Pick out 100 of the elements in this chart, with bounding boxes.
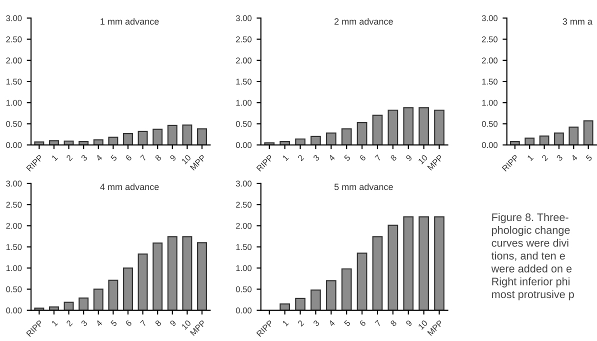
x-tick-label: 1 <box>282 154 289 162</box>
bar <box>197 128 207 145</box>
x-tick-label: 2 <box>297 154 304 162</box>
bar <box>568 126 579 145</box>
x-tick-label: 5 <box>344 320 351 327</box>
x-tick-label: 3 <box>312 154 320 162</box>
bar <box>326 280 336 310</box>
y-tick-label: 1.00 <box>236 100 252 106</box>
y-tick-label: 2.50 <box>236 202 252 208</box>
bar <box>356 252 368 310</box>
x-tick-label: 1 <box>51 320 58 326</box>
bar <box>403 216 414 310</box>
y-tick-label: 2.50 <box>482 36 498 42</box>
y-tick-label: 2.00 <box>236 222 252 229</box>
x-tick-label: 4 <box>570 154 578 162</box>
x-tick-label: 9 <box>406 154 412 162</box>
bar <box>524 138 535 145</box>
x-tick-label: 7 <box>140 320 147 327</box>
bar <box>64 140 74 145</box>
x-tick-label: 3 <box>80 320 88 327</box>
x-tick-label: 4 <box>95 320 102 327</box>
y-tick-label: 3.00 <box>482 15 498 22</box>
text: curves were divi <box>492 238 568 247</box>
bar <box>434 110 444 145</box>
chart-title: 5 mm advance <box>334 183 393 190</box>
y-tick-label: 0.00 <box>482 142 498 148</box>
bar <box>182 124 192 145</box>
text: tions, and ten e <box>491 252 565 261</box>
bar <box>138 130 148 145</box>
y-tick-label: 2.50 <box>236 36 252 42</box>
x-tick-label: 1 <box>282 320 289 326</box>
x-tick-label: 2 <box>541 154 548 162</box>
chart-title: 1 mm advance <box>100 18 159 25</box>
x-tick-label: 1 <box>526 154 534 162</box>
x-tick-label: 8 <box>390 320 397 327</box>
x-tick-label: 3 <box>312 320 320 327</box>
bar <box>510 140 520 145</box>
y-tick-label: 1.00 <box>236 265 252 272</box>
y-tick-label: 1.50 <box>6 78 22 85</box>
x-tick-label: 10 <box>181 154 192 164</box>
y-tick-label: 0.50 <box>236 120 252 127</box>
bar <box>356 122 368 145</box>
bar <box>583 120 594 145</box>
y-tick-label: 1.50 <box>236 244 252 250</box>
x-tick-label: 8 <box>154 320 162 327</box>
x-tick-label: 7 <box>140 154 147 162</box>
y-tick-label: 2.50 <box>6 202 22 208</box>
x-tick-label: 7 <box>374 154 382 162</box>
y-tick-label: 2.00 <box>236 58 252 64</box>
bar <box>539 135 550 145</box>
x-tick-label: 3 <box>556 154 564 162</box>
x-tick-label: 6 <box>125 154 132 162</box>
x-tick-label: 6 <box>125 320 132 327</box>
x-tick-label: 6 <box>359 154 366 162</box>
bar <box>182 236 192 310</box>
x-tick-label: 5 <box>344 154 351 162</box>
bar <box>418 107 429 145</box>
bar <box>326 132 336 145</box>
x-tick-label: 5 <box>110 320 118 327</box>
y-tick-label: 1.50 <box>482 78 498 85</box>
x-tick-label: 4 <box>95 154 102 162</box>
chart-title: 3 mm a <box>562 18 592 25</box>
bar <box>418 216 429 310</box>
bar <box>123 132 133 145</box>
bar <box>310 289 321 310</box>
x-tick-label: 10 <box>181 320 192 330</box>
caption: Figure 8. Three- <box>492 213 568 224</box>
x-tick-label: 2 <box>297 320 304 327</box>
text: phologic change <box>492 226 570 236</box>
bar <box>123 267 133 310</box>
x-tick-label: 10 <box>418 320 428 330</box>
text: most protrusive p <box>492 290 574 300</box>
y-tick-label: 2.00 <box>6 222 22 229</box>
y-tick-label: 3.00 <box>6 180 22 187</box>
bar <box>167 124 178 145</box>
chart-title: 4 mm advance <box>100 183 159 190</box>
chart-title: 2 mm advance <box>334 18 393 25</box>
bar <box>295 138 306 145</box>
y-tick-label: 2.00 <box>6 58 22 64</box>
x-tick-label: 2 <box>66 154 73 162</box>
bar <box>341 268 352 310</box>
y-tick-label: 0.50 <box>236 286 252 292</box>
x-tick-label: 2 <box>66 320 73 327</box>
x-tick-label: 9 <box>406 320 412 327</box>
x-tick-label: 9 <box>170 154 176 162</box>
bar <box>152 242 163 310</box>
y-tick-label: 0.00 <box>6 142 22 148</box>
y-tick-label: 1.00 <box>6 265 22 272</box>
x-tick-label: 10 <box>418 154 428 164</box>
x-tick-label: 9 <box>170 320 176 327</box>
bar <box>280 303 290 310</box>
bar <box>310 136 321 145</box>
bar <box>388 110 398 145</box>
bar <box>197 242 207 310</box>
bar <box>64 302 74 310</box>
bar <box>78 297 89 310</box>
bar <box>108 280 118 310</box>
y-tick-label: 0.50 <box>482 120 498 127</box>
bar <box>372 236 383 310</box>
bar <box>48 140 59 145</box>
